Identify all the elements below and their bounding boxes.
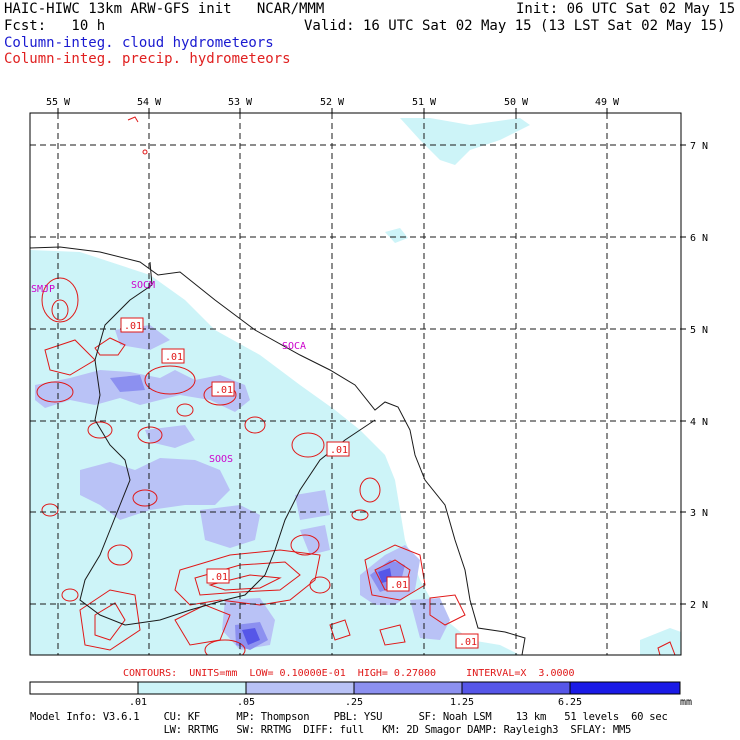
latlon-grid [30, 113, 681, 655]
lon-label: 52 W [320, 97, 345, 108]
map-area: SMJP SOCM SOCA SOOS .01 .01 .01 .01 [30, 113, 681, 655]
contour-label: .01 [161, 348, 185, 364]
colorbar [29, 681, 681, 695]
colorbar-tick: .01 [129, 697, 147, 708]
contour-label: .01 [211, 381, 235, 397]
map-frame [29, 112, 682, 656]
lon-label: 54 W [137, 97, 162, 108]
lat-label: 2 N [690, 600, 708, 611]
station-soos: SOOS [209, 454, 233, 465]
lat-label: 5 N [690, 325, 708, 336]
colorbar-tick: 6.25 [558, 697, 582, 708]
lon-label: 53 W [228, 97, 253, 108]
lon-label: 51 W [412, 97, 437, 108]
latitude-labels: 7 N 6 N 5 N 4 N 3 N 2 N [690, 141, 708, 611]
svg-text:.01: .01 [390, 580, 408, 591]
colorbar-tick: .05 [237, 697, 255, 708]
colorbar-tick: 1.25 [450, 697, 474, 708]
model-info-line-2: LW: RRTMG SW: RRTMG DIFF: full KM: 2D Sm… [30, 724, 632, 736]
plot-title: HAIC-HIWC 13km ARW-GFS init NCAR/MMM [4, 1, 325, 17]
colorbar-tick: .25 [345, 697, 363, 708]
contour-label: .01 [120, 317, 144, 333]
colorbar-unit: mm [680, 697, 692, 708]
valid-time: Valid: 16 UTC Sat 02 May 15 (13 LST Sat … [304, 18, 726, 34]
station-socm: SOCM [131, 280, 155, 291]
svg-text:.01: .01 [165, 352, 183, 363]
model-info-line-1: Model Info: V3.6.1 CU: KF MP: Thompson P… [30, 711, 668, 723]
forecast-hour: Fcst: 10 h [4, 18, 106, 34]
lat-label: 6 N [690, 233, 708, 244]
svg-text:.01: .01 [210, 572, 228, 583]
station-labels: SMJP SOCM SOCA SOOS [31, 280, 306, 465]
lon-label: 50 W [504, 97, 529, 108]
lat-label: 4 N [690, 417, 708, 428]
country-borders [30, 246, 526, 655]
contour-value-labels: .01 .01 .01 .01 .01 .01 [120, 317, 479, 649]
colorbar-ticks: .01 .05 .25 1.25 6.25 mm [129, 697, 692, 708]
svg-text:.01: .01 [215, 385, 233, 396]
svg-text:.01: .01 [330, 445, 348, 456]
longitude-labels: 55 W 54 W 53 W 52 W 51 W 50 W 49 W [46, 97, 620, 108]
station-smjp: SMJP [31, 284, 55, 295]
svg-text:.01: .01 [124, 321, 142, 332]
contour-info: CONTOURS: UNITS=mm LOW= 0.10000E-01 HIGH… [123, 668, 575, 679]
station-soca: SOCA [282, 341, 306, 352]
contour-label: .01 [206, 568, 230, 584]
contour-label: .01 [455, 633, 479, 649]
svg-text:.01: .01 [459, 637, 477, 648]
init-time: Init: 06 UTC Sat 02 May 15 [516, 1, 736, 17]
contour-label: .01 [386, 576, 410, 592]
lat-label: 3 N [690, 508, 708, 519]
field-precip-label: Column-integ. precip. hydrometeors [4, 51, 291, 67]
lon-label: 55 W [46, 97, 71, 108]
contour-label: .01 [326, 441, 350, 457]
lon-label: 49 W [595, 97, 620, 108]
precip-contours [36, 116, 676, 655]
lat-label: 7 N [690, 141, 708, 152]
field-cloud-label: Column-integ. cloud hydrometeors [4, 35, 274, 51]
frame-ticks [57, 108, 686, 605]
